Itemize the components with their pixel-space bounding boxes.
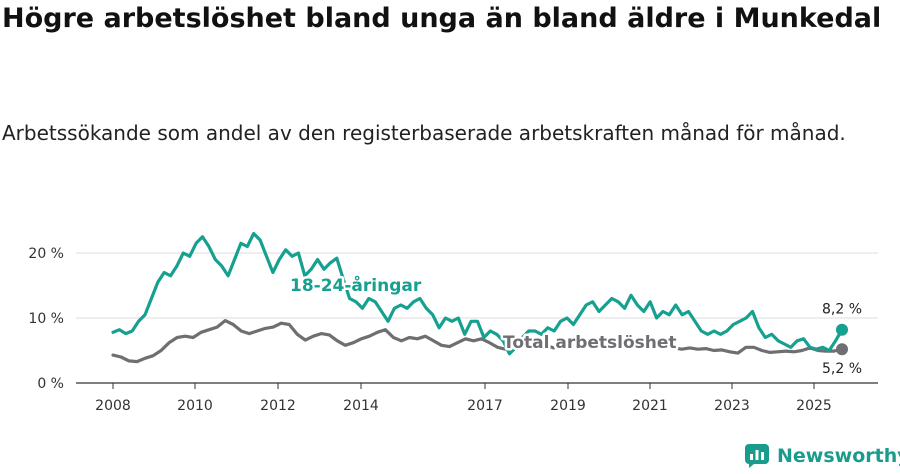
series-labels: 8,2 % 5,2 % 18-24-åringar Total arbetslöshe… — [288, 272, 863, 378]
x-tick-label: 2017 — [467, 398, 503, 414]
axes: 0 % 10 % 20 % 2008 2010 2012 2014 2017 2019 2021 2… — [28, 246, 878, 414]
x-tick-label: 2025 — [796, 398, 832, 414]
series-line-total — [111, 319, 844, 364]
x-tick-label: 2010 — [177, 398, 213, 414]
brand-name: Newsworthy — [777, 445, 900, 467]
y-tick-label: 0 % — [37, 376, 64, 392]
end-label-youth: 8,2 % — [822, 302, 862, 318]
newsworthy-logo[interactable]: Newsworthy — [745, 442, 900, 470]
chart-subtitle: Arbetssökande som andel av den registerb… — [2, 121, 846, 145]
x-tick-label: 2023 — [714, 398, 750, 414]
series-label-youth: 18-24-åringar — [290, 274, 422, 296]
x-tick-label: 2021 — [632, 398, 668, 414]
y-tick-label: 10 % — [28, 311, 64, 327]
series-line-youth — [111, 231, 844, 356]
x-tick-label: 2019 — [550, 398, 586, 414]
end-dot-youth — [836, 323, 848, 336]
x-tick-label: 2014 — [343, 398, 379, 414]
end-label-total: 5,2 % — [822, 361, 862, 377]
x-tick-label: 2008 — [95, 398, 131, 414]
gridlines — [76, 252, 878, 384]
x-tick-label: 2012 — [260, 398, 296, 414]
end-dot-total — [836, 343, 848, 356]
page-title: Högre arbetslöshet bland unga än bland ä… — [2, 3, 882, 34]
y-tick-label: 20 % — [28, 246, 64, 262]
series — [111, 231, 848, 364]
bar-chart-icon — [745, 444, 769, 468]
series-label-total: Total arbetslöshet — [503, 333, 677, 353]
